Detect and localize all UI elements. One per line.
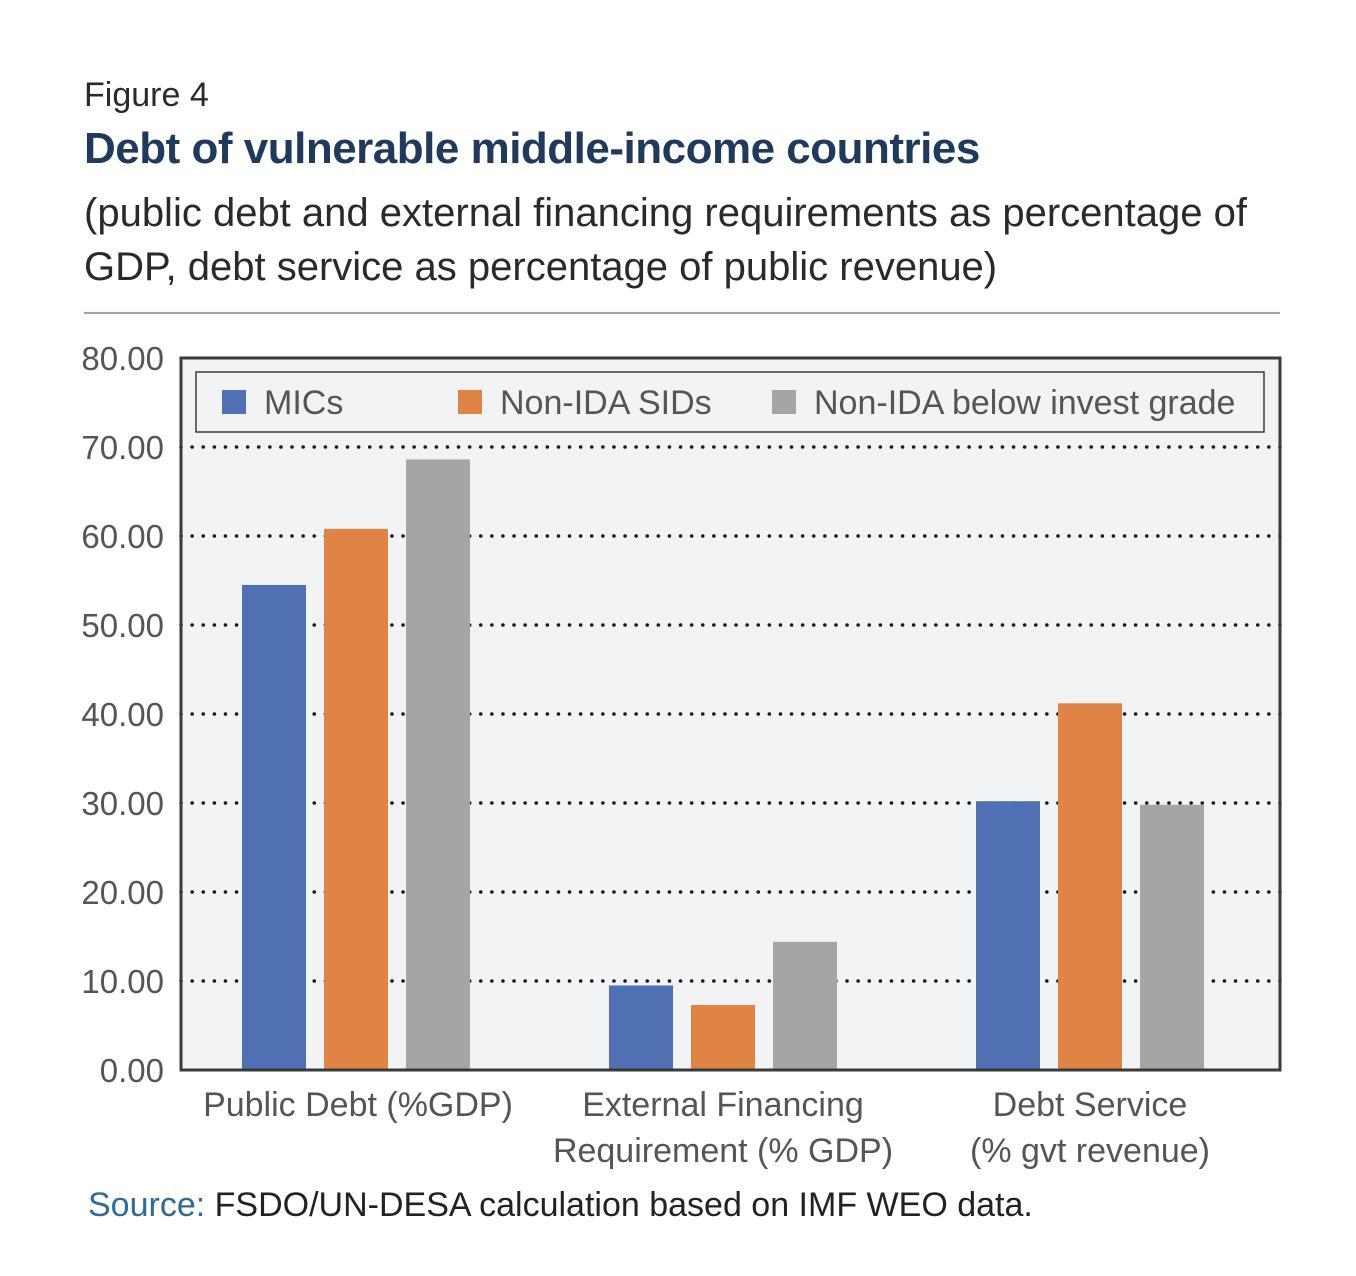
bar	[1140, 804, 1204, 1070]
y-tick-label: 0.00	[100, 1052, 164, 1089]
x-tick-label: External Financing	[582, 1086, 864, 1124]
y-tick-label: 80.00	[81, 340, 164, 377]
legend-label: Non-IDA SIDs	[500, 384, 712, 422]
y-tick-label: 30.00	[81, 785, 164, 822]
y-tick-label: 50.00	[81, 607, 164, 644]
legend-box	[195, 371, 1265, 433]
y-tick-label: 10.00	[81, 963, 164, 1000]
bar	[324, 528, 388, 1070]
y-tick-label: 20.00	[81, 874, 164, 911]
bar-chart: 0.00 10.00 20.00 30.00 40.00 50.00 60.00 70.00 8…	[81, 340, 1282, 1170]
y-tick-label: 60.00	[81, 518, 164, 555]
bar	[1058, 703, 1122, 1070]
legend-swatch	[222, 390, 246, 414]
x-tick-label: (% gvt revenue)	[970, 1132, 1210, 1170]
x-tick-label: Public Debt (%GDP)	[203, 1086, 513, 1124]
legend-swatch	[772, 390, 796, 414]
source-label: Source:	[88, 1186, 206, 1224]
bar	[691, 1005, 755, 1070]
legend-label: MICs	[264, 384, 343, 422]
bar	[406, 459, 470, 1071]
chart-subtitle: (public debt and external financing requ…	[84, 191, 1247, 289]
x-tick-label: Debt Service	[993, 1086, 1188, 1124]
x-tick-label: Requirement (% GDP)	[553, 1132, 893, 1170]
chart-title: Debt of vulnerable middle-income countri…	[84, 124, 980, 173]
source-note: Source: FSDO/UN-DESA calculation based o…	[88, 1186, 1033, 1225]
bar	[773, 941, 837, 1070]
bar	[609, 985, 673, 1070]
figure-label: Figure 4	[84, 76, 209, 114]
y-tick-label: 70.00	[81, 429, 164, 466]
plot-border	[179, 356, 1282, 1072]
source-text: FSDO/UN-DESA calculation based on IMF WE…	[205, 1186, 1033, 1224]
legend-label: Non-IDA below invest grade	[814, 384, 1235, 422]
legend-swatch	[458, 390, 482, 414]
bar	[242, 584, 306, 1070]
bar	[976, 801, 1040, 1070]
title-divider	[84, 312, 1280, 314]
y-tick-label: 40.00	[81, 696, 164, 733]
